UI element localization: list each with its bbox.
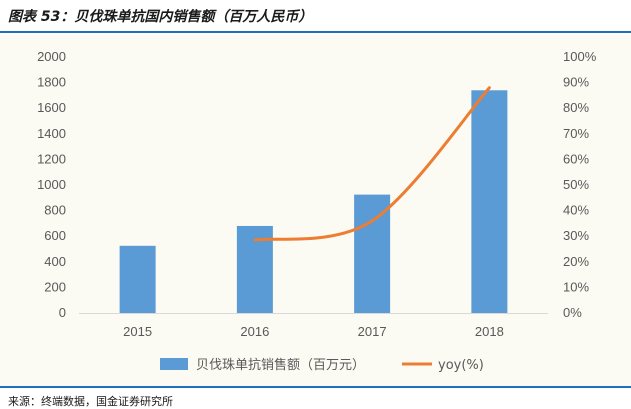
y2-tick-label: 70%: [563, 126, 589, 141]
source-note: 来源：终端数据，国金证券研究所: [8, 395, 173, 408]
y2-tick-label: 20%: [563, 254, 589, 269]
y2-tick-label: 100%: [563, 49, 597, 64]
y2-tick-label: 0%: [563, 305, 582, 320]
y-tick-label: 1200: [37, 151, 66, 166]
y-tick-label: 1600: [37, 100, 66, 115]
y-tick-label: 1800: [37, 75, 66, 90]
y-tick-label: 600: [44, 228, 66, 243]
y-tick-label: 800: [44, 203, 66, 218]
bar: [119, 245, 156, 313]
x-tick-label: 2017: [358, 324, 387, 339]
y2-tick-label: 60%: [563, 151, 589, 166]
y-tick-label: 200: [44, 279, 66, 294]
y-tick-label: 1400: [37, 126, 66, 141]
y2-tick-label: 90%: [563, 75, 589, 90]
chart-title: 图表 53：贝伐珠单抗国内销售额（百万人民币）: [8, 9, 313, 25]
y2-tick-label: 40%: [563, 203, 589, 218]
y2-tick-label: 30%: [563, 228, 589, 243]
legend-label-line: yoy(%): [438, 358, 484, 373]
yoy-line: [253, 86, 491, 242]
chart-area: 0 200 400 600 800 1000 1200 1400 1600 1800 2000 0% 1…: [0, 35, 631, 386]
y-tick-label: 0: [59, 305, 66, 320]
x-tick-label: 2018: [475, 324, 504, 339]
source-footer: 来源：终端数据，国金证券研究所: [0, 386, 631, 408]
bar: [471, 90, 508, 313]
y2-tick-label: 10%: [563, 279, 589, 294]
y-tick-label: 400: [44, 254, 66, 269]
x-tick-label: 2016: [240, 324, 269, 339]
bar: [354, 194, 391, 313]
legend-label-bar: 贝伐珠单抗销售额（百万元）: [196, 357, 365, 373]
combo-chart: 0 200 400 600 800 1000 1200 1400 1600 1800 2000 0% 1…: [37, 49, 597, 373]
chart-title-bar: 图表 53：贝伐珠单抗国内销售额（百万人民币）: [0, 0, 631, 33]
y-tick-label: 2000: [37, 49, 66, 64]
x-tick-label: 2015: [123, 324, 152, 339]
y2-tick-label: 80%: [563, 100, 589, 115]
legend-swatch-bar: [160, 358, 188, 370]
y-tick-label: 1000: [37, 177, 66, 192]
y2-tick-label: 50%: [563, 177, 589, 192]
